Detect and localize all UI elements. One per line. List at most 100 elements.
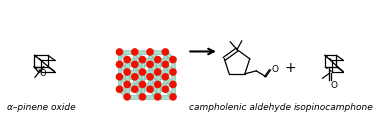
Polygon shape — [158, 83, 173, 86]
Polygon shape — [141, 84, 144, 97]
Circle shape — [154, 56, 161, 63]
Polygon shape — [133, 64, 137, 77]
Polygon shape — [125, 60, 129, 72]
Polygon shape — [150, 62, 165, 66]
Polygon shape — [156, 60, 160, 72]
Polygon shape — [163, 52, 167, 64]
Polygon shape — [158, 95, 173, 99]
Circle shape — [154, 68, 161, 76]
Text: O: O — [40, 69, 46, 78]
Polygon shape — [133, 77, 137, 89]
Polygon shape — [171, 84, 175, 97]
Circle shape — [116, 48, 123, 56]
Polygon shape — [133, 75, 144, 86]
Polygon shape — [133, 51, 144, 61]
Text: campholenic aldehyde: campholenic aldehyde — [189, 103, 291, 112]
Polygon shape — [118, 52, 121, 64]
Polygon shape — [158, 70, 173, 74]
Polygon shape — [150, 87, 165, 91]
Polygon shape — [133, 63, 144, 73]
Polygon shape — [118, 63, 129, 73]
Circle shape — [123, 81, 131, 88]
Polygon shape — [164, 75, 174, 86]
Circle shape — [161, 48, 169, 56]
Polygon shape — [149, 63, 159, 73]
Polygon shape — [150, 75, 165, 79]
Polygon shape — [135, 50, 150, 54]
Polygon shape — [143, 95, 158, 99]
Circle shape — [169, 56, 177, 63]
Polygon shape — [149, 51, 159, 61]
Polygon shape — [156, 84, 160, 97]
Polygon shape — [118, 75, 129, 86]
Polygon shape — [118, 77, 121, 89]
Text: O: O — [272, 65, 279, 74]
Circle shape — [116, 61, 123, 68]
Polygon shape — [119, 87, 135, 91]
Polygon shape — [118, 51, 129, 61]
Polygon shape — [143, 83, 158, 86]
Circle shape — [131, 48, 139, 56]
Polygon shape — [171, 72, 175, 84]
Text: +: + — [285, 61, 296, 75]
Text: O: O — [330, 81, 337, 90]
Circle shape — [139, 68, 146, 76]
Polygon shape — [118, 88, 129, 98]
Polygon shape — [127, 58, 143, 62]
Polygon shape — [119, 75, 135, 79]
Polygon shape — [125, 84, 129, 97]
Circle shape — [146, 48, 154, 56]
Circle shape — [146, 61, 154, 68]
Circle shape — [123, 93, 131, 101]
Polygon shape — [135, 62, 150, 66]
Circle shape — [123, 68, 131, 76]
Polygon shape — [150, 50, 165, 54]
Polygon shape — [133, 52, 137, 64]
Circle shape — [161, 85, 169, 93]
Polygon shape — [141, 60, 144, 72]
Polygon shape — [118, 64, 121, 77]
Circle shape — [116, 85, 123, 93]
Circle shape — [154, 93, 161, 101]
Polygon shape — [119, 50, 135, 54]
Circle shape — [146, 85, 154, 93]
Circle shape — [161, 73, 169, 81]
Circle shape — [169, 68, 177, 76]
Polygon shape — [163, 64, 167, 77]
Circle shape — [146, 73, 154, 81]
Polygon shape — [127, 70, 143, 74]
Circle shape — [131, 61, 139, 68]
Circle shape — [123, 56, 131, 63]
Polygon shape — [135, 75, 150, 79]
Polygon shape — [127, 83, 143, 86]
Polygon shape — [148, 64, 152, 77]
Polygon shape — [127, 95, 143, 99]
Circle shape — [154, 81, 161, 88]
Polygon shape — [143, 70, 158, 74]
Polygon shape — [158, 58, 173, 62]
Text: isopinocamphone: isopinocamphone — [294, 103, 373, 112]
Circle shape — [139, 93, 146, 101]
Polygon shape — [164, 88, 174, 98]
Polygon shape — [135, 87, 150, 91]
Circle shape — [169, 81, 177, 88]
Circle shape — [131, 85, 139, 93]
Circle shape — [116, 73, 123, 81]
Polygon shape — [164, 63, 174, 73]
Polygon shape — [125, 72, 129, 84]
Polygon shape — [171, 60, 175, 72]
Polygon shape — [164, 51, 174, 61]
Circle shape — [161, 61, 169, 68]
Circle shape — [131, 73, 139, 81]
Polygon shape — [148, 77, 152, 89]
Polygon shape — [133, 88, 144, 98]
Circle shape — [169, 93, 177, 101]
Circle shape — [139, 81, 146, 88]
Polygon shape — [156, 72, 160, 84]
Text: α–pinene oxide: α–pinene oxide — [7, 103, 76, 112]
Polygon shape — [119, 62, 135, 66]
Polygon shape — [141, 72, 144, 84]
Polygon shape — [149, 88, 159, 98]
Polygon shape — [143, 58, 158, 62]
Polygon shape — [149, 75, 159, 86]
